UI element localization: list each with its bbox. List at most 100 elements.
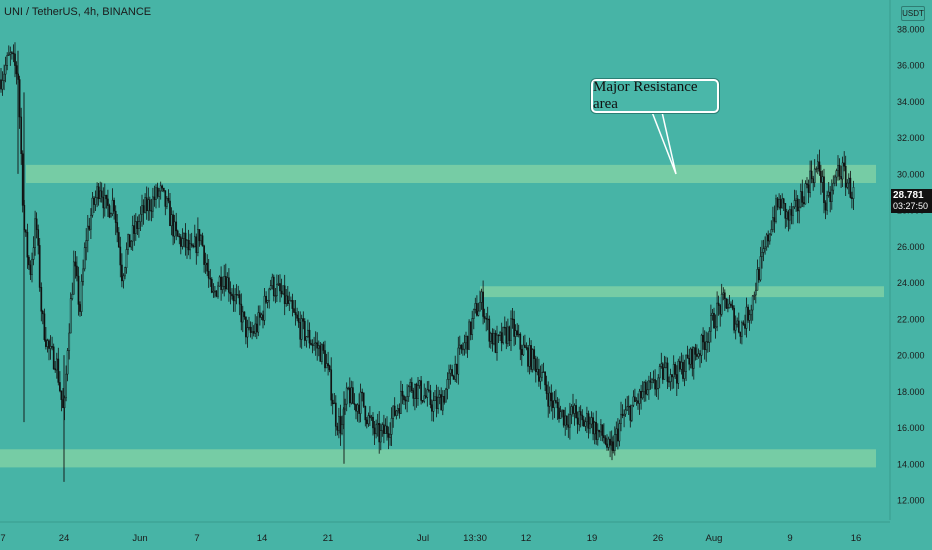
candle <box>669 368 672 391</box>
y-tick-label: 26.000 <box>897 242 925 252</box>
candle <box>630 404 633 423</box>
annotation-callout[interactable]: Major Resistance area <box>591 79 719 113</box>
candle <box>235 284 238 305</box>
candle <box>824 200 827 220</box>
candle <box>789 205 791 230</box>
candle <box>520 344 523 366</box>
candle <box>624 398 627 417</box>
candle <box>644 379 647 402</box>
candle <box>15 61 18 85</box>
candle <box>224 263 227 292</box>
candle <box>31 252 33 283</box>
bar-countdown: 03:27:50 <box>893 201 929 211</box>
candle <box>496 325 498 361</box>
candle <box>119 236 122 278</box>
candle <box>12 44 15 63</box>
candle <box>29 260 32 280</box>
candle <box>655 380 658 397</box>
x-tick-label: 13:30 <box>463 533 487 544</box>
candle <box>575 399 577 419</box>
candle <box>145 186 148 220</box>
candle <box>754 282 757 304</box>
candle <box>579 405 582 428</box>
y-tick-label: 22.000 <box>897 314 925 324</box>
candle <box>832 175 835 195</box>
candle <box>804 180 807 205</box>
candle <box>536 356 539 376</box>
candle <box>567 413 570 438</box>
candle <box>846 179 849 190</box>
candle <box>353 393 356 411</box>
candle <box>348 377 351 408</box>
candle <box>395 409 398 420</box>
candle <box>711 309 714 321</box>
candle <box>649 372 652 390</box>
candle <box>592 412 594 441</box>
candle <box>803 196 805 208</box>
candle <box>322 341 325 354</box>
candle <box>131 215 134 251</box>
candle <box>375 419 377 439</box>
candle <box>829 186 832 213</box>
candle <box>243 311 246 320</box>
candle <box>429 384 432 409</box>
candle <box>286 286 289 306</box>
candle <box>6 52 9 71</box>
candle <box>18 75 21 129</box>
candle <box>658 363 661 389</box>
candle <box>316 332 319 361</box>
candle <box>364 405 367 427</box>
candle <box>178 233 181 245</box>
candle <box>489 331 492 349</box>
candle <box>82 259 84 286</box>
candle <box>713 307 715 329</box>
candle <box>675 365 678 396</box>
currency-badge[interactable]: USDT <box>901 6 925 21</box>
candle <box>365 417 368 429</box>
candle <box>660 352 663 369</box>
candle <box>765 232 768 251</box>
candle <box>558 398 560 423</box>
candle <box>768 233 771 245</box>
candle <box>173 214 176 244</box>
x-tick-label: 7 <box>0 533 5 544</box>
candle <box>449 364 452 385</box>
candle <box>148 196 151 221</box>
candle <box>252 325 255 337</box>
candle <box>646 380 649 396</box>
candle <box>767 230 770 248</box>
candle <box>443 390 446 405</box>
candle <box>307 319 309 338</box>
candle <box>753 291 756 301</box>
candle <box>321 343 323 365</box>
candle <box>551 392 554 420</box>
candle <box>133 214 136 246</box>
candle <box>245 316 247 345</box>
candle <box>125 242 128 274</box>
candle <box>32 236 35 266</box>
candle <box>730 301 732 308</box>
candle <box>640 384 642 410</box>
candle <box>657 374 660 400</box>
candle <box>373 421 376 445</box>
candle <box>122 273 125 289</box>
candle <box>74 251 77 279</box>
candle <box>401 384 404 405</box>
candle <box>254 314 257 338</box>
candle <box>57 347 60 386</box>
zones-layer <box>0 164 884 468</box>
candle <box>480 288 483 310</box>
candle <box>274 288 277 304</box>
candle <box>742 320 745 326</box>
candle <box>0 68 2 93</box>
candle <box>643 381 646 402</box>
candle <box>781 193 784 209</box>
candle <box>187 229 190 256</box>
candle <box>390 407 393 446</box>
candle <box>435 384 438 418</box>
x-tick-label: 26 <box>653 533 664 544</box>
candle <box>779 195 782 216</box>
candle <box>460 344 463 354</box>
candle <box>162 187 165 193</box>
